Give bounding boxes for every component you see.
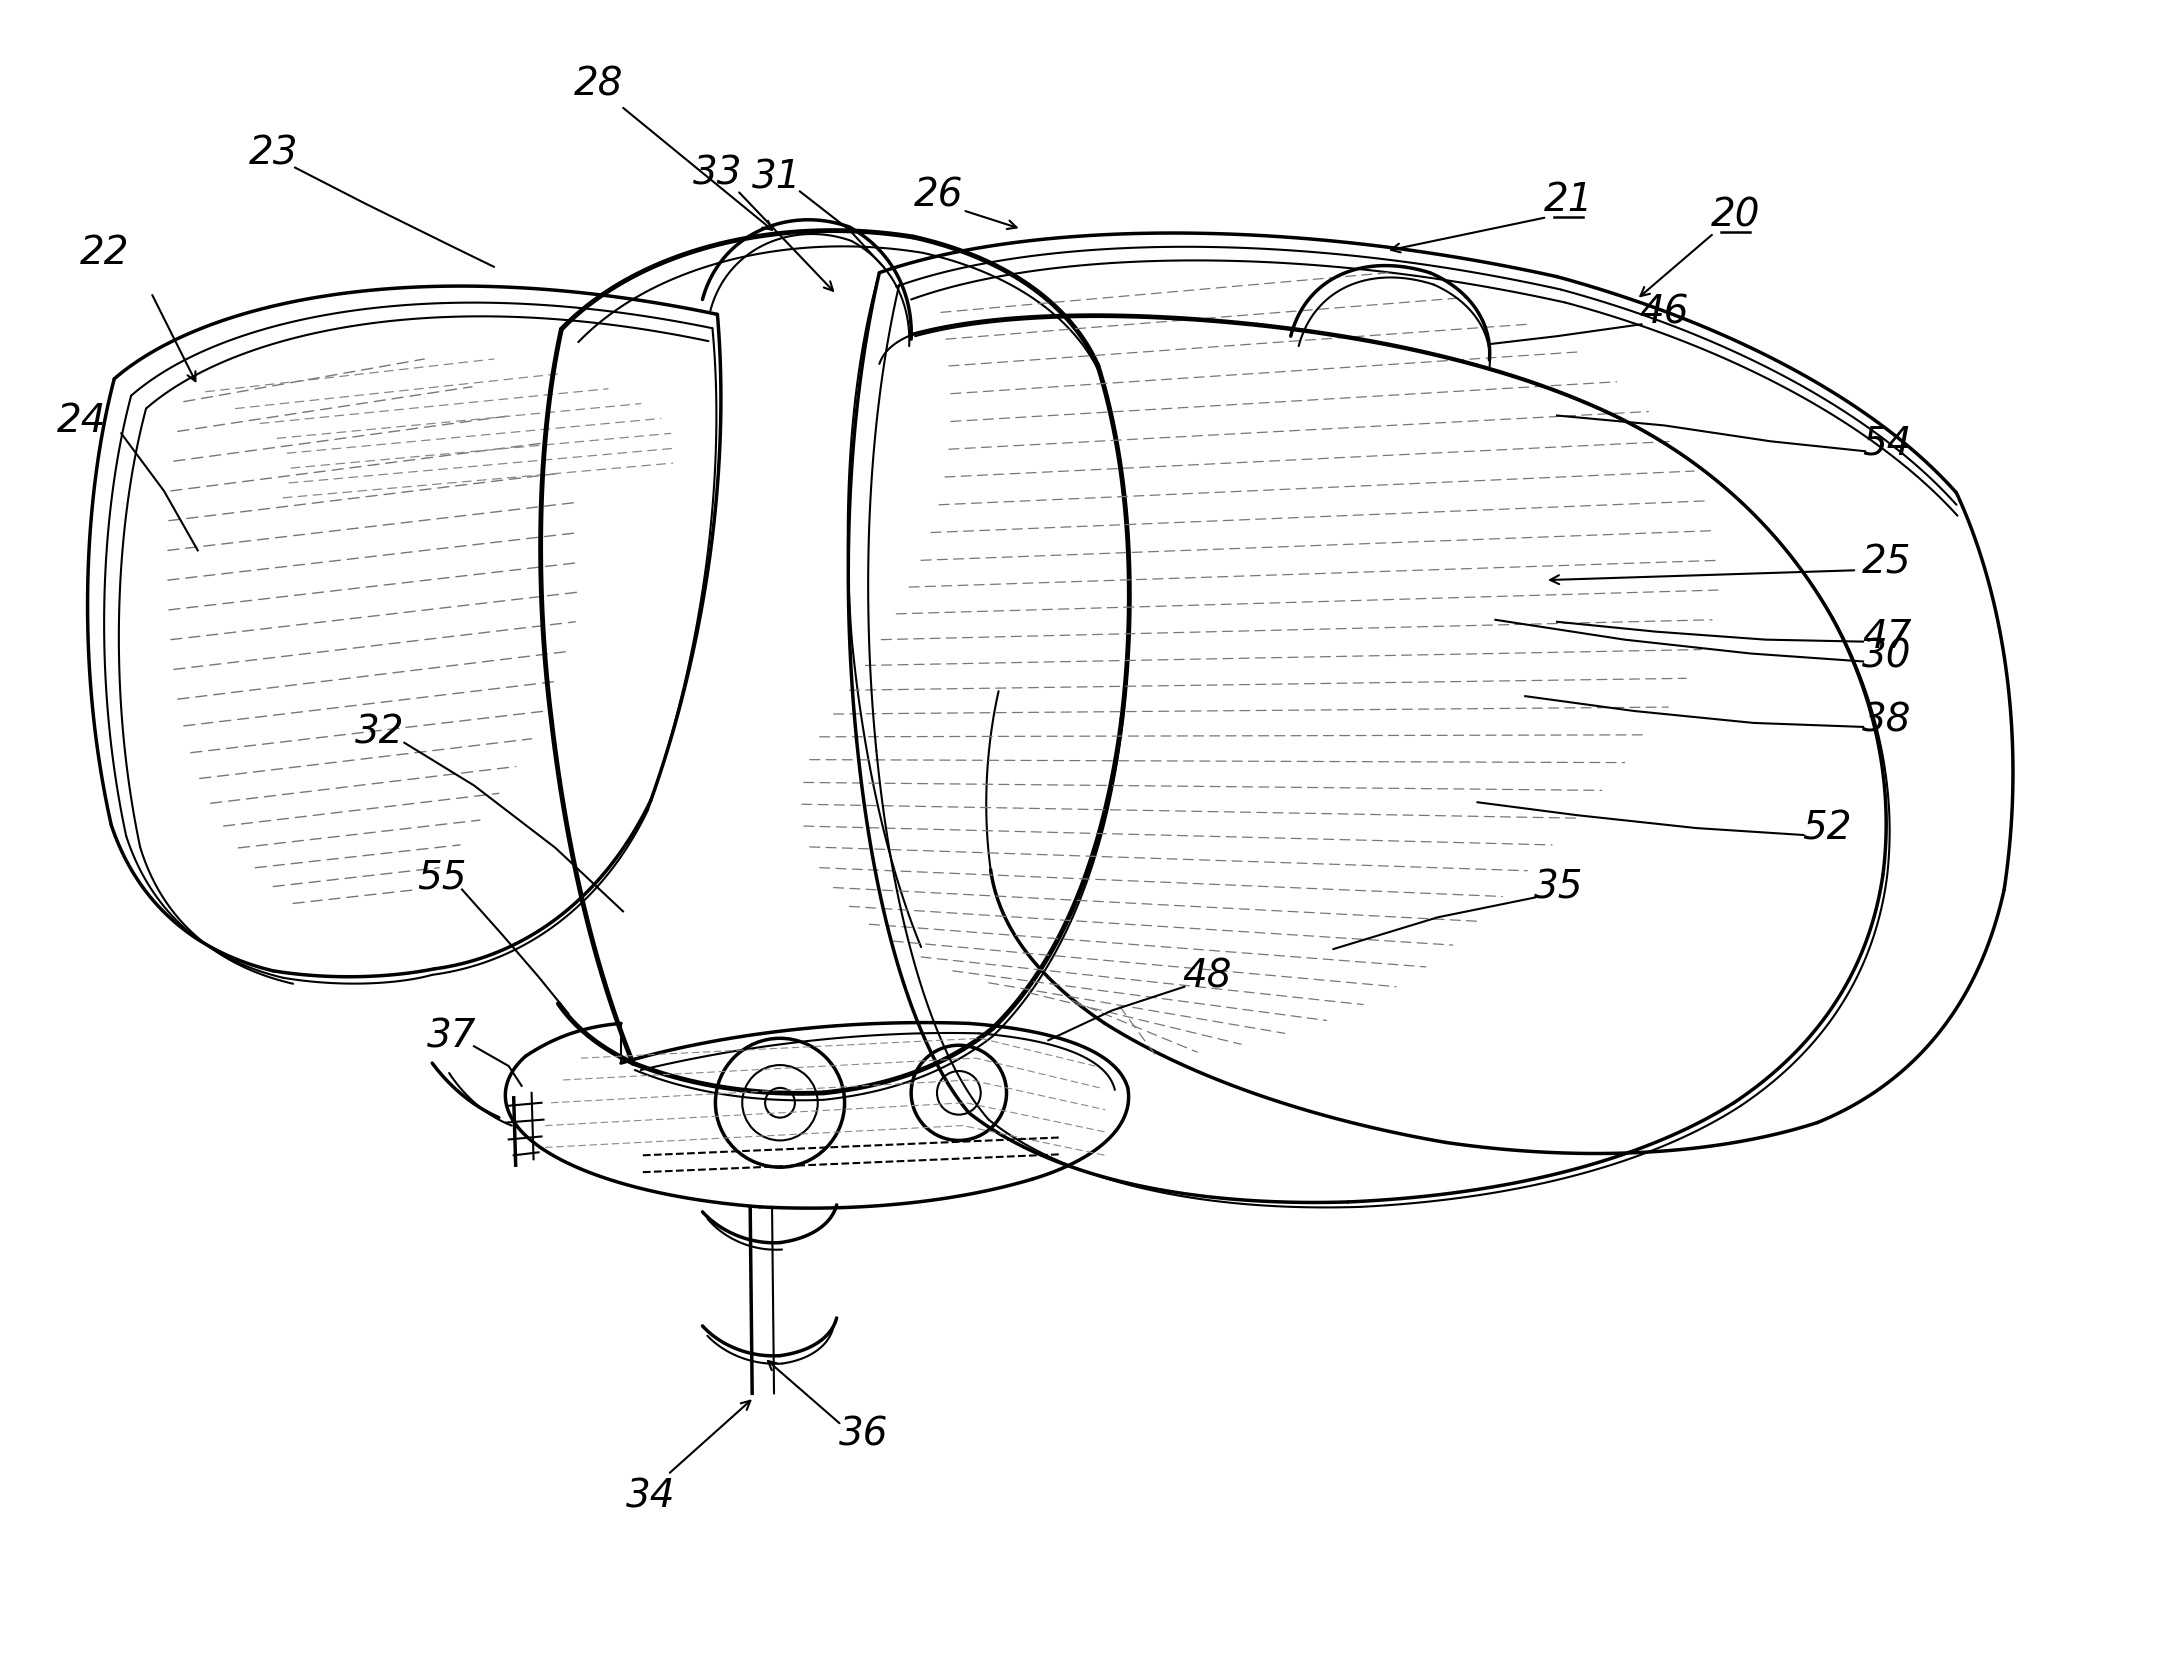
Text: 25: 25 bbox=[1861, 543, 1911, 581]
Text: 48: 48 bbox=[1183, 959, 1233, 995]
Text: 23: 23 bbox=[249, 135, 299, 172]
Text: 36: 36 bbox=[838, 1416, 888, 1455]
Text: 46: 46 bbox=[1639, 294, 1689, 331]
Text: 28: 28 bbox=[574, 65, 622, 104]
Text: 20: 20 bbox=[1711, 195, 1761, 234]
Text: 21: 21 bbox=[1545, 182, 1593, 219]
Text: 22: 22 bbox=[79, 234, 129, 272]
Text: 34: 34 bbox=[626, 1478, 676, 1515]
Text: 32: 32 bbox=[356, 713, 404, 752]
Text: 37: 37 bbox=[428, 1017, 478, 1055]
Text: 35: 35 bbox=[1534, 868, 1584, 907]
Text: 47: 47 bbox=[1861, 618, 1911, 656]
Text: 26: 26 bbox=[914, 177, 964, 214]
Text: 24: 24 bbox=[57, 402, 107, 441]
Text: 52: 52 bbox=[1802, 808, 1853, 847]
Text: 31: 31 bbox=[753, 159, 801, 197]
Text: 33: 33 bbox=[692, 155, 742, 192]
Text: 55: 55 bbox=[417, 858, 467, 897]
Text: 30: 30 bbox=[1861, 638, 1911, 675]
Text: 38: 38 bbox=[1861, 701, 1911, 740]
Text: 54: 54 bbox=[1861, 424, 1911, 463]
